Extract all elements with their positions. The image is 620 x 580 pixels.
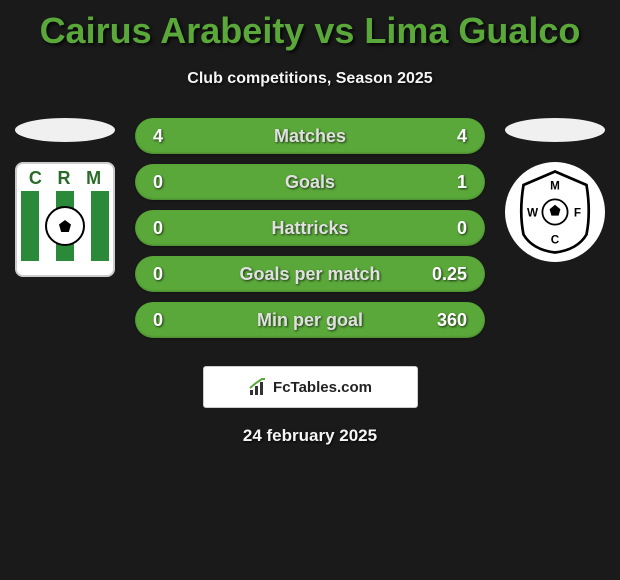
stat-label: Hattricks — [193, 218, 427, 239]
chart-icon — [248, 378, 268, 396]
team-right-ellipse — [505, 118, 605, 142]
stat-row: 0Min per goal360 — [135, 302, 485, 338]
svg-text:M: M — [550, 180, 560, 193]
stat-row: 0Goals1 — [135, 164, 485, 200]
stat-row: 4Matches4 — [135, 118, 485, 154]
stat-right-value: 0.25 — [427, 264, 467, 285]
stat-row: 0Hattricks0 — [135, 210, 485, 246]
badge-stripes — [21, 191, 109, 261]
badge-letter: C — [29, 168, 42, 189]
stat-right-value: 360 — [427, 310, 467, 331]
svg-text:F: F — [574, 207, 581, 220]
stat-label: Min per goal — [193, 310, 427, 331]
team-right-column: M W F C — [500, 118, 610, 262]
stat-left-value: 4 — [153, 126, 193, 147]
date-label: 24 february 2025 — [0, 426, 620, 446]
badge-letter: R — [57, 168, 70, 189]
shield-icon: M W F C — [510, 167, 600, 257]
stat-left-value: 0 — [153, 172, 193, 193]
stat-label: Goals — [193, 172, 427, 193]
svg-text:C: C — [551, 234, 560, 247]
soccer-ball-icon — [45, 206, 85, 246]
main-row: C R M 4Matches40Goals10Hattricks00Goals … — [0, 118, 620, 348]
team-left-column: C R M — [10, 118, 120, 277]
stat-left-value: 0 — [153, 218, 193, 239]
stat-row: 0Goals per match0.25 — [135, 256, 485, 292]
page-title: Cairus Arabeity vs Lima Gualco — [0, 10, 620, 52]
svg-text:W: W — [527, 207, 539, 220]
stat-label: Goals per match — [193, 264, 427, 285]
stat-left-value: 0 — [153, 264, 193, 285]
stat-right-value: 0 — [427, 218, 467, 239]
comparison-card: Cairus Arabeity vs Lima Gualco Club comp… — [0, 0, 620, 456]
team-left-ellipse — [15, 118, 115, 142]
stat-right-value: 1 — [427, 172, 467, 193]
team-right-badge: M W F C — [505, 162, 605, 262]
team-left-badge: C R M — [15, 162, 115, 277]
stat-label: Matches — [193, 126, 427, 147]
footer-brand-text: FcTables.com — [273, 379, 372, 396]
stats-column: 4Matches40Goals10Hattricks00Goals per ma… — [135, 118, 485, 348]
badge-letters: C R M — [21, 168, 109, 189]
stat-right-value: 4 — [427, 126, 467, 147]
stat-left-value: 0 — [153, 310, 193, 331]
footer-brand-box[interactable]: FcTables.com — [203, 366, 418, 408]
subtitle: Club competitions, Season 2025 — [0, 70, 620, 88]
badge-letter: M — [86, 168, 101, 189]
